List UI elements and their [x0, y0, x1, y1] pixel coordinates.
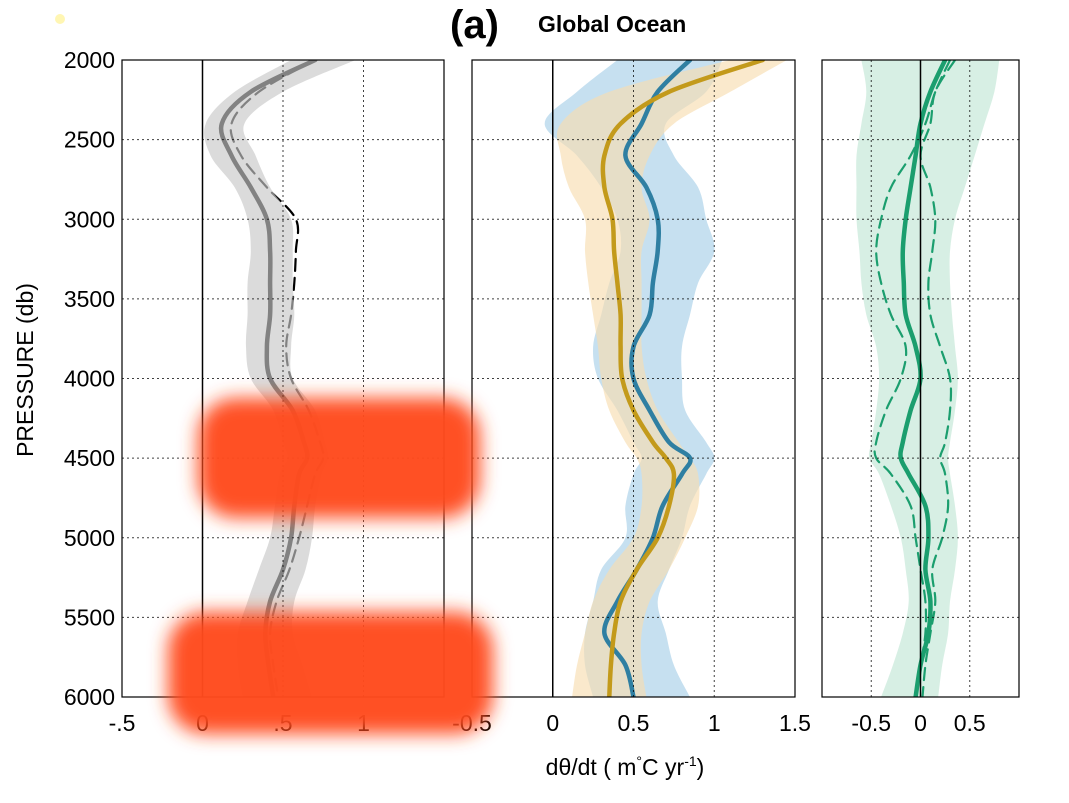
red-overlay-patch-lower: [168, 612, 493, 734]
middle-series-3-line: [600, 60, 765, 697]
panel-tag: (a): [450, 3, 499, 47]
y-tick-label: 4500: [64, 445, 115, 471]
right-x-tick-label: 0: [914, 710, 927, 736]
y-tick-label: 5000: [64, 525, 115, 551]
right-grid: [822, 59, 1019, 698]
x-axis-label-exponent: -1: [684, 753, 697, 769]
figure-title: Global Ocean: [538, 11, 686, 37]
left-x-tick-label: -.5: [109, 710, 136, 736]
middle-grid: [472, 59, 795, 698]
y-tick-label: 5500: [64, 604, 115, 630]
right-series-2-line: [873, 60, 952, 697]
right-x-tick-label: -0.5: [851, 710, 891, 736]
x-axis-label-part-1: dθ/dt ( m: [546, 754, 637, 780]
middle-x-tick-label: 0.5: [618, 710, 650, 736]
panel-middle: -0.500.511.5: [452, 59, 811, 736]
corner-glow-dot: [55, 14, 65, 24]
x-axis-label-degree: °: [636, 753, 642, 769]
right-x-tick-label: 0.5: [954, 710, 986, 736]
right-series-3-line: [919, 60, 957, 697]
left-plot-area: [204, 60, 356, 697]
y-tick-label: 3000: [64, 206, 115, 232]
middle-frame: [471, 59, 796, 698]
left-grid: [122, 59, 444, 698]
y-tick-label: 2000: [64, 47, 115, 73]
red-overlay-patch-upper: [198, 398, 480, 518]
x-axis-label-part-3: ): [697, 754, 705, 780]
x-axis-label: dθ/dt ( m°C yr-1): [546, 753, 705, 780]
middle-x-tick-label: 1.5: [779, 710, 811, 736]
middle-x-tick-label: 1: [708, 710, 721, 736]
y-tick-label: 3500: [64, 286, 115, 312]
red-overlay-patches: [168, 398, 493, 734]
y-tick-label: 6000: [64, 684, 115, 710]
left-series-2-band: [204, 60, 356, 697]
right-frame: [821, 59, 1020, 698]
middle-plot-area: [544, 60, 787, 697]
y-axis-label: PRESSURE (db): [12, 283, 38, 457]
y-tick-label: 4000: [64, 366, 115, 392]
x-axis-label-part-2: C yr: [642, 754, 685, 780]
right-series-1-line: [898, 60, 948, 697]
y-tick-label: 2500: [64, 127, 115, 153]
panel-right: -0.5 0 0.5: [821, 59, 1020, 736]
middle-x-tick-label: 0: [546, 710, 559, 736]
